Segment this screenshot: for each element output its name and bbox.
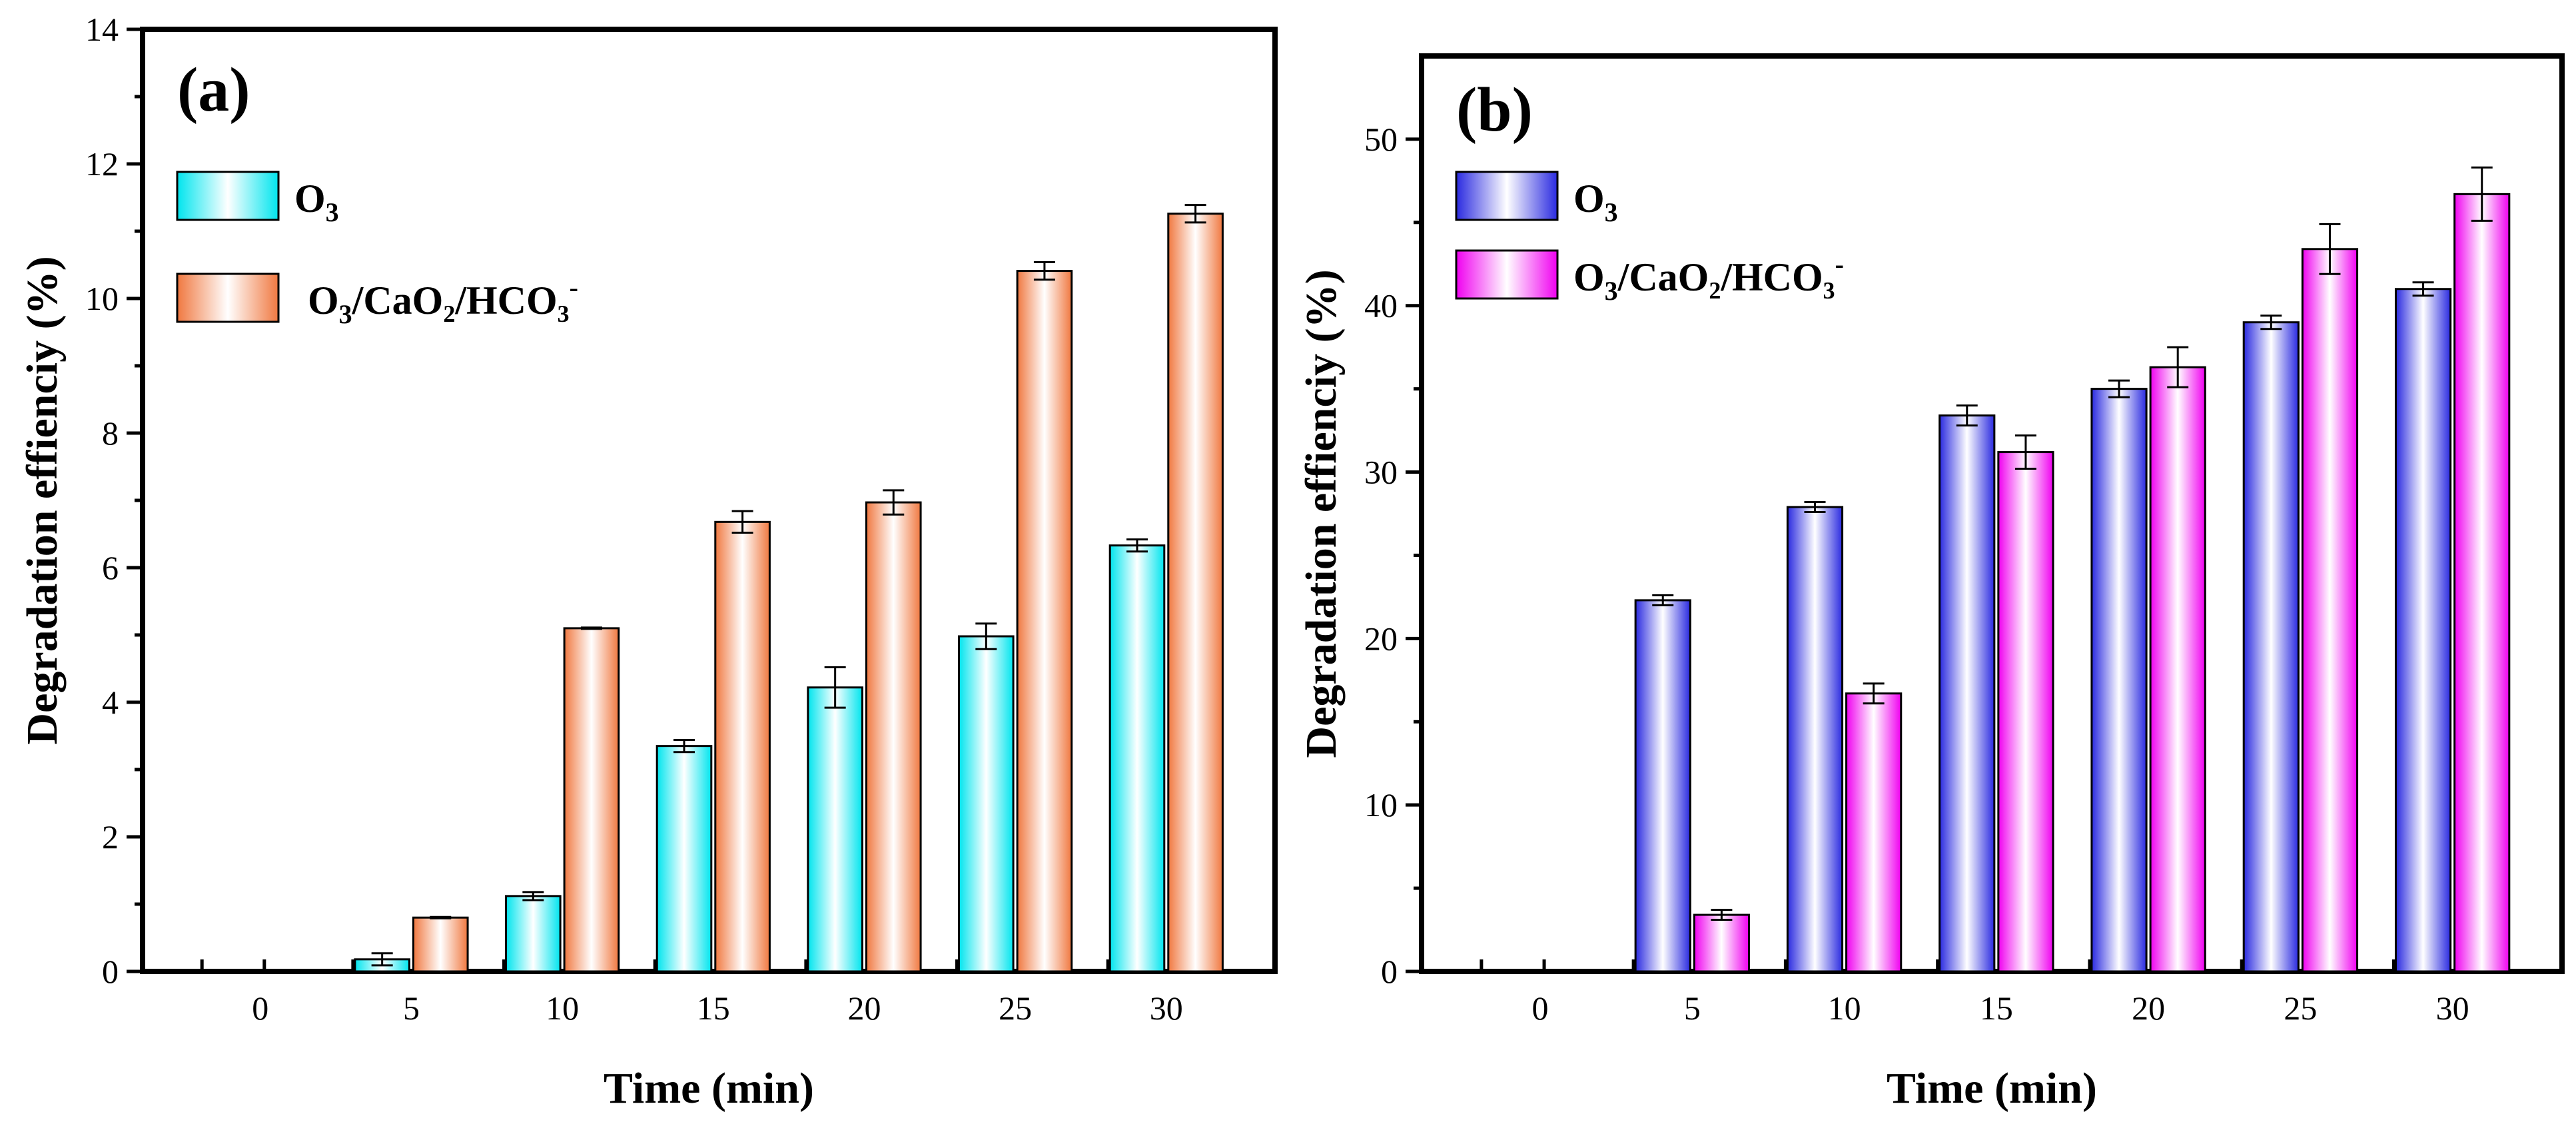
x-tick-label: 25 (2284, 989, 2317, 1027)
legend-swatch-1 (176, 171, 280, 221)
bar-a-series-1-30 (1108, 544, 1166, 973)
y-tick-label: 4 (102, 684, 119, 721)
bar-b-series-1-25 (2242, 321, 2300, 973)
error-bar (430, 915, 452, 919)
error-bar (731, 510, 753, 534)
panel-b: 0 10 20 30 40 50 0 5 10 15 20 25 30 (b) O3 O3/CaO₂/HC… (1297, 53, 2565, 1113)
error-bar (2471, 166, 2493, 222)
y-tick-label: 10 (85, 280, 119, 317)
bar-b-series-1-10 (1786, 506, 1844, 973)
bar-b-series-2-5 (1693, 913, 1750, 973)
x-tick-label: 30 (2436, 989, 2469, 1027)
bar-a-series-1-10 (505, 895, 562, 973)
legend-label-1: O3 (1573, 177, 1618, 227)
error-bar (1956, 404, 1978, 427)
bars-b (1634, 166, 2511, 973)
error-bar (1184, 204, 1206, 224)
legend-label-1: O3 (294, 177, 339, 227)
error-bar (2412, 281, 2434, 297)
x-tick-label: 10 (1828, 989, 1861, 1027)
bars-a (354, 204, 1224, 973)
bar-b-series-2-30 (2453, 193, 2511, 973)
bar-a-series-2-25 (1016, 270, 1073, 973)
legend-swatch-1 (1455, 171, 1559, 221)
y-tick-label: 0 (1381, 953, 1398, 990)
error-bar (975, 622, 997, 650)
x-tick-label: 15 (697, 989, 730, 1027)
x-tick-label: 5 (1684, 989, 1701, 1027)
y-tick-label: 8 (102, 414, 119, 452)
bar-b-series-2-15 (1997, 451, 2054, 973)
x-tick-label: 0 (1532, 989, 1549, 1027)
bar-a-series-2-30 (1167, 213, 1224, 973)
error-bar (2014, 434, 2036, 470)
x-tick-label: 15 (1980, 989, 2013, 1027)
legend-a: O3 O3/CaO₂/HCO₃- (176, 171, 578, 329)
x-tick-label: 5 (403, 989, 420, 1027)
bar-a-series-2-10 (563, 627, 620, 973)
y-tick-label: 20 (1364, 620, 1398, 657)
y-tick-label: 10 (1364, 786, 1398, 824)
error-bar (824, 666, 846, 709)
y-tick-label: 2 (102, 818, 119, 855)
error-bar (1126, 538, 1148, 553)
bar-a-series-1-20 (807, 686, 863, 973)
error-bar (1804, 501, 1826, 514)
bar-b-series-1-15 (1938, 414, 1996, 973)
x-tick-label: 25 (999, 989, 1032, 1027)
bar-a-series-2-5 (412, 916, 469, 973)
x-axis-title-a: Time (min) (604, 1064, 814, 1113)
y-tick-label: 14 (85, 11, 119, 48)
bar-a-series-2-15 (714, 520, 771, 973)
y-tick-label: 50 (1364, 121, 1398, 158)
legend-swatch-2 (176, 273, 280, 323)
y-tick-label: 30 (1364, 454, 1398, 491)
bar-b-series-1-20 (2090, 388, 2148, 973)
panel-label-b: (b) (1456, 75, 1533, 145)
error-bar (673, 739, 695, 754)
panel-a: 0 2 4 6 8 10 12 14 0 5 10 15 20 25 30 (a) O3 O3/CaO₂/HC… (18, 11, 1278, 1113)
y-tick-label: 40 (1364, 287, 1398, 324)
error-bar (1033, 261, 1055, 281)
bar-b-series-1-5 (1634, 599, 1691, 973)
x-tick-label: 30 (1150, 989, 1183, 1027)
error-bar (2108, 379, 2130, 398)
x-tick-label: 10 (546, 989, 579, 1027)
panel-label-a: (a) (177, 55, 250, 125)
bar-b-series-1-30 (2394, 288, 2452, 973)
bar-a-series-1-25 (958, 635, 1015, 973)
y-tick-label: 12 (85, 145, 119, 183)
error-bar (580, 626, 602, 630)
bar-b-series-2-25 (2301, 248, 2359, 973)
legend-swatch-2 (1455, 249, 1559, 300)
legend-label-2: O3/CaO₂/HCO₃- (1573, 249, 1844, 306)
bar-a-series-2-20 (865, 501, 922, 973)
x-axis-title-b: Time (min) (1887, 1064, 2097, 1113)
y-tick-label: 0 (102, 953, 119, 990)
error-bar (2319, 223, 2341, 275)
bar-b-series-2-10 (1845, 692, 1903, 973)
x-tick-label: 20 (2132, 989, 2165, 1027)
y-axis-title-a: Degradation effienciy (%) (18, 256, 67, 744)
error-bar (2260, 314, 2282, 330)
x-tick-label: 0 (252, 989, 268, 1027)
legend-label-2: O3/CaO₂/HCO₃- (308, 273, 578, 329)
error-bar (1863, 682, 1885, 705)
error-bar (2167, 346, 2189, 388)
y-axis-title-b: Degradation effienciy (%) (1297, 269, 1346, 758)
bar-a-series-1-15 (655, 745, 713, 973)
error-bar (883, 489, 905, 516)
error-bar (522, 891, 544, 901)
error-bar (1652, 594, 1674, 606)
axis-ticks-b: 0 10 20 30 40 50 0 5 10 15 20 25 30 (1364, 121, 2469, 1027)
error-bar (371, 952, 393, 967)
y-tick-label: 6 (102, 549, 119, 586)
legend-b: O3 O3/CaO₂/HCO₃- (1455, 171, 1844, 306)
error-bar (1711, 909, 1733, 921)
x-tick-label: 20 (847, 989, 881, 1027)
bar-b-series-2-20 (2149, 366, 2206, 973)
